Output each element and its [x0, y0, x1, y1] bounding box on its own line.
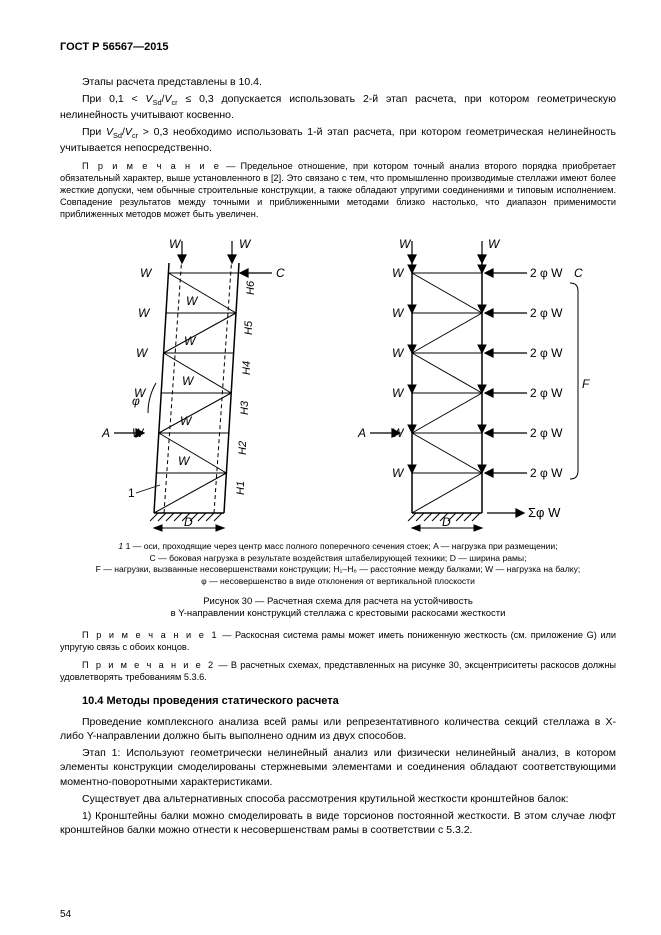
section-title-10-4: 10.4 Методы проведения статического расч… [60, 694, 616, 709]
para-option1: 1) Кронштейны балки можно смоделировать … [60, 809, 616, 837]
label-D: D [184, 515, 193, 529]
label-2phiW: 2 φ W [530, 466, 563, 480]
label-W: W [399, 237, 412, 251]
note-label: П р и м е ч а н и е 1 [82, 630, 219, 640]
label-C: C [574, 266, 583, 280]
label-2phiW: 2 φ W [530, 386, 563, 400]
label-W: W [169, 237, 182, 251]
sub-Sd: Sd [113, 131, 122, 140]
figure-caption: Рисунок 30 — Расчетная схема для расчета… [60, 596, 616, 621]
caption-line: в Y-направлении конструкций стеллажа с к… [60, 608, 616, 620]
note-2: П р и м е ч а н и е 2 — В расчетных схем… [60, 660, 616, 684]
label-A: A [357, 426, 366, 440]
page: ГОСТ Р 56567—2015 Этапы расчета представ… [0, 0, 661, 935]
label-W: W [138, 306, 151, 320]
label-H1: H1 [235, 481, 247, 495]
label-W: W [140, 266, 153, 280]
text: 1 — оси, проходящие через центр масс пол… [126, 541, 558, 551]
label-H4: H4 [241, 361, 253, 375]
legend-line: 1 1 — оси, проходящие через центр масс п… [60, 541, 616, 553]
para-stages: Этапы расчета представлены в 10.4. [60, 75, 616, 89]
figure-legend: 1 1 — оси, проходящие через центр масс п… [60, 541, 616, 587]
label-W: W [488, 237, 501, 251]
label-W: W [392, 386, 405, 400]
label-W: W [392, 306, 405, 320]
label-H3: H3 [239, 400, 251, 415]
note-label: П р и м е ч а н и е 2 [82, 660, 215, 670]
para-case2: При VSd/Vcr > 0,3 необходимо использоват… [60, 125, 616, 155]
label-2phiW: 2 φ W [530, 306, 563, 320]
para-methods-intro: Проведение комплексного анализа всей рам… [60, 715, 616, 743]
figure-right: W W 2 φ W 2 φ W 2 φ W [352, 233, 592, 533]
para-alternatives: Существует два альтернативных способа ра… [60, 792, 616, 806]
var-V2: V [125, 126, 132, 138]
var-V: V [146, 93, 153, 105]
caption-line: Рисунок 30 — Расчетная схема для расчета… [60, 596, 616, 608]
label-H2: H2 [237, 441, 249, 455]
label-W: W [136, 346, 149, 360]
doc-header: ГОСТ Р 56567—2015 [60, 40, 616, 55]
para-case1: При 0,1 < VSd/Vcr ≤ 0,3 допускается испо… [60, 92, 616, 122]
legend-line: F — нагрузки, вызванные несовершенствами… [60, 564, 616, 576]
sub-Sd: Sd [153, 98, 162, 107]
label-2phiW: 2 φ W [530, 266, 563, 280]
note-label: П р и м е ч а н и е [82, 161, 221, 171]
page-number: 54 [60, 908, 71, 922]
note-main: П р и м е ч а н и е — Предельное отношен… [60, 161, 616, 221]
label-W: W [186, 294, 199, 308]
label-W: W [180, 414, 193, 428]
label-sumPhiW: Σφ W [528, 505, 561, 520]
label-D: D [442, 515, 451, 529]
label-1: 1 [128, 486, 135, 500]
label-W: W [392, 266, 405, 280]
figure-left: W W C W W W W W W W W W W [84, 233, 304, 533]
label-F: F [582, 377, 590, 391]
label-2phiW: 2 φ W [530, 426, 563, 440]
label-phi: φ [132, 394, 140, 408]
label-H6: H6 [245, 280, 257, 295]
legend-line: φ — несовершенство в виде отклонения от … [60, 576, 616, 588]
var-V: V [106, 126, 113, 138]
text: > 0,3 необходимо использовать 1-й этап р… [60, 126, 616, 154]
label-W: W [392, 466, 405, 480]
label-2phiW: 2 φ W [530, 346, 563, 360]
label-A: A [101, 426, 110, 440]
label-C: C [276, 266, 285, 280]
label-W: W [178, 454, 191, 468]
figures-row: W W C W W W W W W W W W W [60, 233, 616, 533]
text: При 0,1 < [82, 93, 146, 105]
label-W: W [239, 237, 252, 251]
label-W: W [184, 334, 197, 348]
label-W: W [182, 374, 195, 388]
label-W: W [392, 346, 405, 360]
legend-line: C — боковая нагрузка в результате воздей… [60, 553, 616, 565]
para-stage1: Этап 1: Используют геометрически нелиней… [60, 746, 616, 789]
text: При [82, 126, 106, 138]
note-1: П р и м е ч а н и е 1 — Раскосная систем… [60, 630, 616, 654]
label-H5: H5 [243, 320, 255, 335]
